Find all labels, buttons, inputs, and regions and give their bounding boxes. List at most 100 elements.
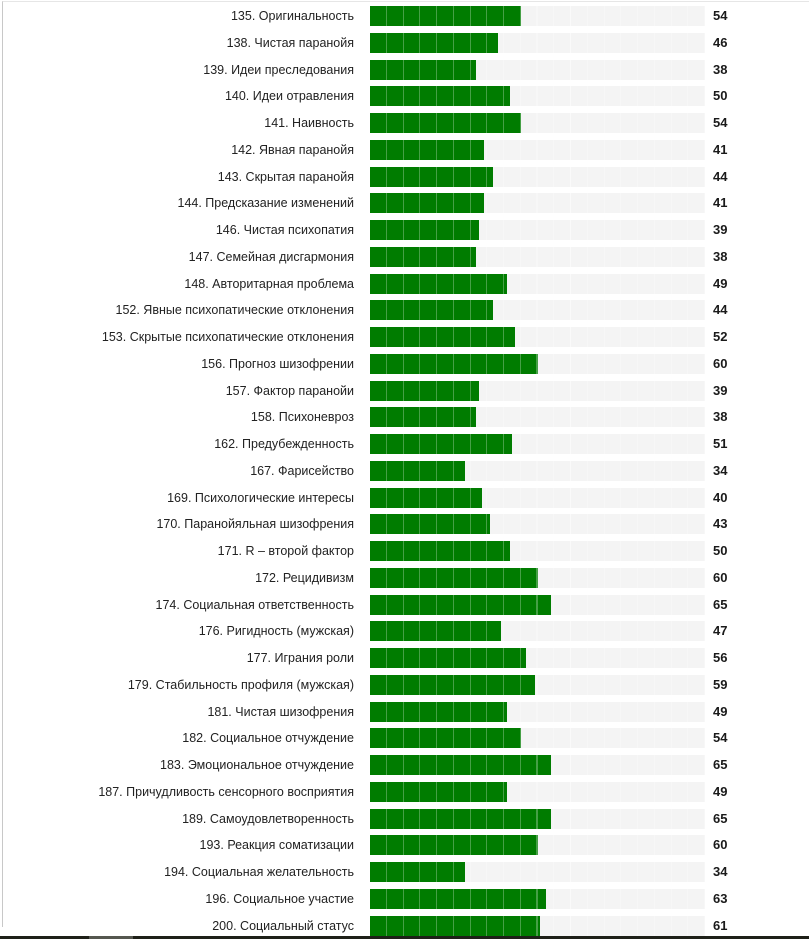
chart-row: 156. Прогноз шизофрении 60 <box>0 354 809 381</box>
scale-bar-chart: 135. Оригинальность 54 138. Чистая параной… <box>0 6 809 942</box>
bar-track <box>370 488 705 508</box>
category-label: 167. Фарисейство <box>250 461 354 481</box>
bar-track <box>370 300 705 320</box>
value-label: 34 <box>713 461 727 481</box>
chart-row: 189. Самоудовлетворенность 65 <box>0 809 809 836</box>
value-label: 52 <box>713 327 727 347</box>
bar-track <box>370 755 705 775</box>
value-label: 49 <box>713 782 727 802</box>
bar <box>370 702 507 722</box>
category-label: 146. Чистая психопатия <box>216 220 354 240</box>
bar <box>370 648 526 668</box>
bar <box>370 327 515 347</box>
bar <box>370 434 512 454</box>
bar <box>370 862 465 882</box>
bar-track <box>370 381 705 401</box>
bar <box>370 461 465 481</box>
category-label: 196. Социальное участие <box>205 889 354 909</box>
bar-track <box>370 6 705 26</box>
bar-track <box>370 568 705 588</box>
category-label: 179. Стабильность профиля (мужская) <box>128 675 354 695</box>
value-label: 54 <box>713 728 727 748</box>
category-label: 158. Психоневроз <box>251 407 354 427</box>
bar <box>370 381 479 401</box>
bar-track <box>370 407 705 427</box>
bar-track <box>370 541 705 561</box>
value-label: 56 <box>713 648 727 668</box>
bar-track <box>370 274 705 294</box>
bar <box>370 835 538 855</box>
chart-row: 170. Паранойяльная шизофрения 43 <box>0 514 809 541</box>
bar-track <box>370 167 705 187</box>
bar <box>370 220 479 240</box>
bar <box>370 354 538 374</box>
bar <box>370 728 521 748</box>
category-label: 174. Социальная ответственность <box>156 595 354 615</box>
category-label: 142. Явная паранойя <box>231 140 354 160</box>
bar <box>370 193 484 213</box>
value-label: 49 <box>713 274 727 294</box>
category-label: 135. Оригинальность <box>231 6 354 26</box>
category-label: 172. Рецидивизм <box>255 568 354 588</box>
chart-row: 176. Ригидность (мужская)47 <box>0 621 809 648</box>
value-label: 60 <box>713 354 727 374</box>
bar <box>370 621 501 641</box>
category-label: 194. Социальная желательность <box>164 862 354 882</box>
value-label: 54 <box>713 6 727 26</box>
category-label: 189. Самоудовлетворенность <box>182 809 354 829</box>
bar-track <box>370 514 705 534</box>
bar-track <box>370 140 705 160</box>
bar <box>370 568 538 588</box>
chart-row: 172. Рецидивизм 60 <box>0 568 809 595</box>
chart-row: 167. Фарисейство 34 <box>0 461 809 488</box>
value-label: 43 <box>713 514 727 534</box>
bar-track <box>370 782 705 802</box>
category-label: 177. Играния роли <box>247 648 354 668</box>
bar-track <box>370 621 705 641</box>
category-label: 183. Эмоциональное отчуждение <box>160 755 354 775</box>
category-label: 162. Предубежденность <box>214 434 354 454</box>
bar <box>370 113 521 133</box>
bar-track <box>370 916 705 936</box>
value-label: 60 <box>713 568 727 588</box>
category-label: 156. Прогноз шизофрении <box>201 354 354 374</box>
category-label: 153. Скрытые психопатические отклонения <box>102 327 354 347</box>
bar <box>370 60 476 80</box>
value-label: 50 <box>713 86 727 106</box>
category-label: 144. Предсказание изменений <box>178 193 355 213</box>
bar-track <box>370 113 705 133</box>
category-label: 170. Паранойяльная шизофрения <box>156 514 354 534</box>
bar-track <box>370 809 705 829</box>
value-label: 51 <box>713 434 727 454</box>
bar <box>370 595 551 615</box>
chart-row: 177. Играния роли 56 <box>0 648 809 675</box>
value-label: 39 <box>713 381 727 401</box>
bar <box>370 140 484 160</box>
value-label: 34 <box>713 862 727 882</box>
value-label: 38 <box>713 60 727 80</box>
category-label: 171. R – второй фактор <box>218 541 354 561</box>
bar <box>370 541 510 561</box>
bar <box>370 675 535 695</box>
value-label: 65 <box>713 809 727 829</box>
bar-track <box>370 702 705 722</box>
bar-track <box>370 86 705 106</box>
category-label: 169. Психологические интересы <box>167 488 354 508</box>
value-label: 63 <box>713 889 727 909</box>
chart-row: 153. Скрытые психопатические отклонения 5… <box>0 327 809 354</box>
bar <box>370 6 521 26</box>
bar-track <box>370 648 705 668</box>
chart-row: 194. Социальная желательность 34 <box>0 862 809 889</box>
